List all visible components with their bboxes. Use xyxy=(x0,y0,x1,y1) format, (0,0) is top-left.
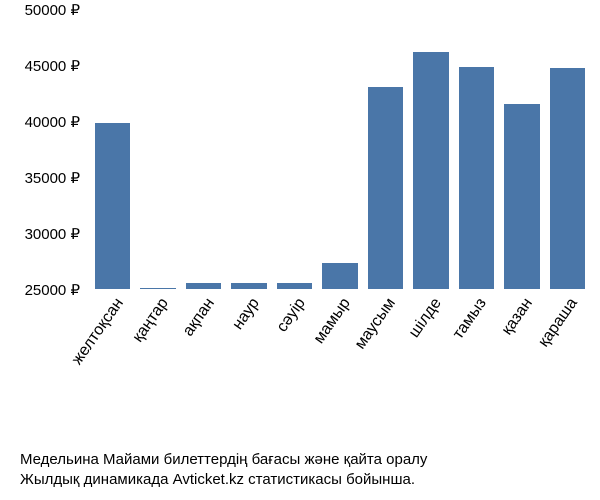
bar-slot xyxy=(135,10,180,289)
y-axis: 25000 ₽30000 ₽35000 ₽40000 ₽45000 ₽50000… xyxy=(0,10,85,290)
bar xyxy=(459,67,494,289)
x-label-slot: тамыз xyxy=(454,295,499,435)
caption-line-1: Медельина Майами билеттердің бағасы және… xyxy=(20,450,580,470)
bar xyxy=(413,52,448,289)
bars-container xyxy=(90,10,590,289)
bar-slot xyxy=(226,10,271,289)
x-label-slot: мамыр xyxy=(317,295,362,435)
bar-slot xyxy=(363,10,408,289)
y-tick-label: 40000 ₽ xyxy=(25,113,80,131)
x-label-slot: ақпан xyxy=(181,295,226,435)
bar-slot xyxy=(454,10,499,289)
x-label-slot: қаңтар xyxy=(135,295,180,435)
bar xyxy=(186,283,221,289)
x-tick-label: шілде xyxy=(406,295,446,341)
bar-slot xyxy=(181,10,226,289)
caption-line-2: Жылдық динамикада Avticket.kz статистика… xyxy=(20,470,580,490)
x-axis: желтоқсанқаңтарақпан наур сәуірмамырмаусым… xyxy=(90,295,590,435)
bar xyxy=(95,123,130,289)
x-tick-label: желтоқсан xyxy=(68,295,127,369)
bar-slot xyxy=(317,10,362,289)
y-tick-label: 45000 ₽ xyxy=(25,57,80,75)
bar xyxy=(322,263,357,289)
price-chart: 25000 ₽ 30000 ₽ 35000 ₽ 40000 ₽ 45000 ₽ 50000… xyxy=(0,0,600,440)
x-label-slot: қазан xyxy=(499,295,544,435)
bar xyxy=(277,283,312,289)
x-tick-label: сәуір xyxy=(273,295,309,336)
y-tick-label: 50000 ₽ xyxy=(25,1,80,19)
x-label-slot: наур xyxy=(226,295,271,435)
x-tick-label: қазан xyxy=(498,295,536,339)
bar-slot xyxy=(499,10,544,289)
y-tick-label: 30000 ₽ xyxy=(25,225,80,243)
x-label-slot: шілде xyxy=(408,295,453,435)
bar-slot xyxy=(272,10,317,289)
bar-slot xyxy=(545,10,590,289)
x-tick-label: наур xyxy=(229,295,263,333)
y-tick-label: 25000 ₽ xyxy=(25,281,80,299)
x-label-slot: қараша xyxy=(545,295,590,435)
bar xyxy=(140,288,175,289)
x-label-slot: желтоқсан xyxy=(90,295,135,435)
x-tick-label: тамыз xyxy=(450,295,491,343)
bar xyxy=(504,104,539,289)
x-label-slot: сәуір xyxy=(272,295,317,435)
bar-slot xyxy=(408,10,453,289)
x-label-slot: маусым xyxy=(363,295,408,435)
y-tick-label: 35000 ₽ xyxy=(25,169,80,187)
x-tick-label: мамыр xyxy=(311,295,355,347)
plot-area xyxy=(90,10,590,290)
bar xyxy=(550,68,585,289)
bar xyxy=(368,87,403,289)
bar-slot xyxy=(90,10,135,289)
chart-caption: Медельина Майами билеттердің бағасы және… xyxy=(20,450,580,491)
x-tick-label: ақпан xyxy=(179,295,218,340)
x-tick-label: қаңтар xyxy=(130,295,173,346)
bar xyxy=(231,283,266,289)
